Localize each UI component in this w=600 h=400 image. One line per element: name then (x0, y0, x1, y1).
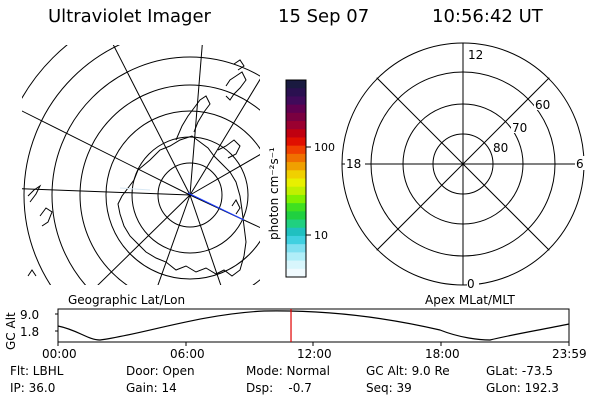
filter-info: Flt: LBHL (10, 364, 64, 378)
track-faint (119, 187, 151, 191)
timeline-y-top: 9.0 (20, 308, 39, 322)
colorbar-cell (286, 153, 306, 163)
colorbar-cell (286, 186, 306, 196)
colorbar-cell (286, 252, 306, 262)
colorbar (286, 80, 306, 278)
colorbar-cell (286, 203, 306, 212)
mode-info: Mode: Normal (246, 364, 330, 378)
colorbar-cell (286, 129, 306, 138)
mlat-label-70: 70 (512, 121, 527, 135)
gc-alt-info: GC Alt: 9.0 Re (366, 364, 450, 378)
ip-info: IP: 36.0 (10, 381, 56, 395)
colorbar-cell (286, 96, 306, 106)
timeline-y-bottom: 1.8 (20, 325, 39, 339)
timeline-tick-3: 18:00 (425, 347, 460, 361)
gain-info: Gain: 14 (126, 381, 177, 395)
colorbar-cell (286, 88, 306, 97)
time-label: 10:56:42 UT (432, 6, 543, 27)
mlt-label-18: 18 (346, 157, 361, 171)
colorbar-label-10: 10 (314, 229, 328, 242)
mlt-label-6: 6 (576, 157, 584, 171)
seq-info: Seq: 39 (366, 381, 412, 395)
door-info: Door: Open (126, 364, 195, 378)
colorbar-cell (286, 80, 306, 89)
colorbar-cell (286, 145, 306, 155)
colorbar-cell (286, 112, 306, 122)
colorbar-cell (286, 121, 306, 130)
mlat-label-80: 80 (493, 141, 508, 155)
mlt-label-0: 0 (467, 277, 475, 291)
magnetic-polar-grid (341, 42, 585, 286)
colorbar-cell (286, 170, 306, 179)
timeline-tick-1: 06:00 (170, 347, 205, 361)
colorbar-cell (286, 104, 306, 114)
colorbar-cell (286, 178, 306, 188)
colorbar-frame (285, 79, 307, 278)
satellite-track (187, 192, 245, 221)
timeline-tick-0: 00:00 (42, 347, 77, 361)
glon-info: GLon: 192.3 (486, 381, 559, 395)
mlat-label-60: 60 (535, 98, 550, 112)
glat-info: GLat: -73.5 (486, 364, 553, 378)
colorbar-cell (286, 211, 306, 221)
colorbar-cell (286, 137, 306, 147)
timeline-tick-4: 23:59 (552, 347, 587, 361)
apex-caption: Apex MLat/MLT (425, 293, 515, 307)
date-label: 15 Sep 07 (278, 6, 370, 27)
dsp-info: Dsp: -0.7 (246, 381, 312, 395)
app-title: Ultraviolet Imager (48, 6, 211, 27)
colorbar-cell (286, 162, 306, 171)
colorbar-cell (286, 260, 306, 270)
colorbar-cell (286, 219, 306, 229)
altitude-timeline-frame (57, 308, 570, 343)
geographic-map (22, 45, 260, 285)
altitude-curve (57, 310, 570, 341)
colorbar-cell (286, 227, 306, 237)
mlt-label-12: 12 (468, 48, 483, 62)
timeline-y-label: GC Alt (4, 312, 18, 350)
timeline-tick-2: 12:00 (297, 347, 332, 361)
colorbar-cell (286, 194, 306, 204)
colorbar-unit-label: photon cm⁻²s⁻¹ (267, 147, 281, 240)
colorbar-cell (286, 235, 306, 245)
colorbar-cell (286, 244, 306, 253)
colorbar-cell (286, 268, 306, 278)
colorbar-label-100: 100 (314, 141, 335, 154)
geographic-caption: Geographic Lat/Lon (68, 293, 185, 307)
